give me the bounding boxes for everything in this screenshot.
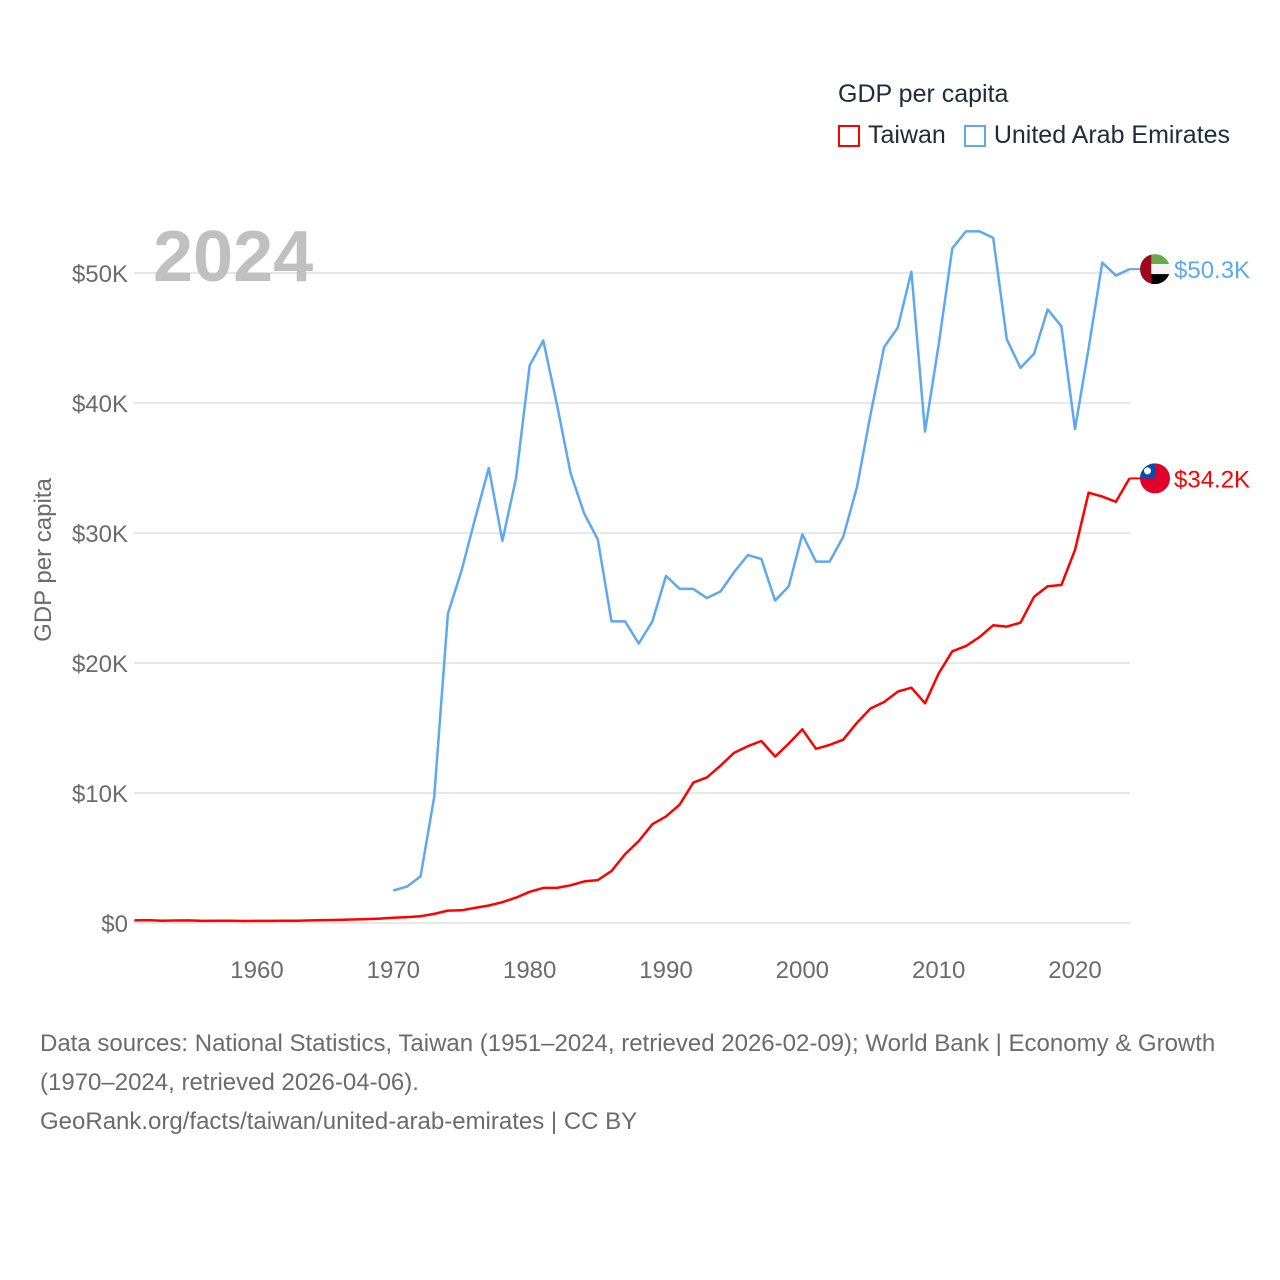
flag-green: [1140, 254, 1170, 265]
uae-flag-icon: [1140, 254, 1170, 285]
x-tick-label: 2010: [912, 957, 965, 984]
series-line-uae: [392, 230, 1131, 892]
x-tick-label: 2020: [1048, 957, 1101, 984]
legend-swatch-taiwan: [838, 124, 860, 147]
flag-body: [1140, 463, 1170, 494]
y-axis-label: GDP per capita: [30, 478, 57, 642]
flag-red: [1140, 254, 1152, 285]
flag-body: [1140, 254, 1170, 285]
y-tick-label: $40K: [72, 391, 128, 418]
y-tick-label: $50K: [72, 261, 128, 288]
end-value-label: $34.2K: [1174, 466, 1250, 493]
y-tick-label: $10K: [72, 781, 128, 808]
attribution-link[interactable]: GeoRank.org/facts/taiwan/united-arab-emi…: [40, 1108, 638, 1135]
source-note: Data sources: National Statistics, Taiwa…: [40, 1024, 1240, 1141]
source-text: Data sources: National Statistics, Taiwa…: [40, 1030, 1216, 1096]
x-tick-label: 2000: [776, 957, 829, 984]
flag-black: [1140, 274, 1170, 285]
x-tick-label: 1990: [639, 957, 692, 984]
legend: GDP per capita Taiwan United Arab Emirat…: [838, 80, 1248, 150]
series-line-taiwan: [134, 477, 1131, 923]
flag-sun: [1144, 467, 1151, 475]
legend-item-taiwan[interactable]: Taiwan: [838, 121, 946, 150]
legend-item-uae[interactable]: United Arab Emirates: [963, 121, 1231, 150]
x-tick-label: 1970: [367, 957, 420, 984]
legend-label: United Arab Emirates: [993, 121, 1231, 149]
y-tick-label: $20K: [72, 651, 128, 678]
legend-label: Taiwan: [868, 121, 946, 149]
x-tick-label: 1960: [230, 957, 283, 984]
y-tick-label: $0: [101, 911, 128, 938]
legend-swatch-uae: [963, 124, 986, 147]
x-tick-label: 1980: [503, 957, 556, 984]
flag-white: [1140, 264, 1170, 275]
taiwan-flag-icon: [1140, 463, 1170, 494]
legend-title: GDP per capita: [838, 80, 1009, 108]
end-value-label: $50.3K: [1174, 257, 1250, 284]
year-watermark: 2024: [153, 217, 313, 297]
y-tick-label: $30K: [72, 521, 128, 548]
